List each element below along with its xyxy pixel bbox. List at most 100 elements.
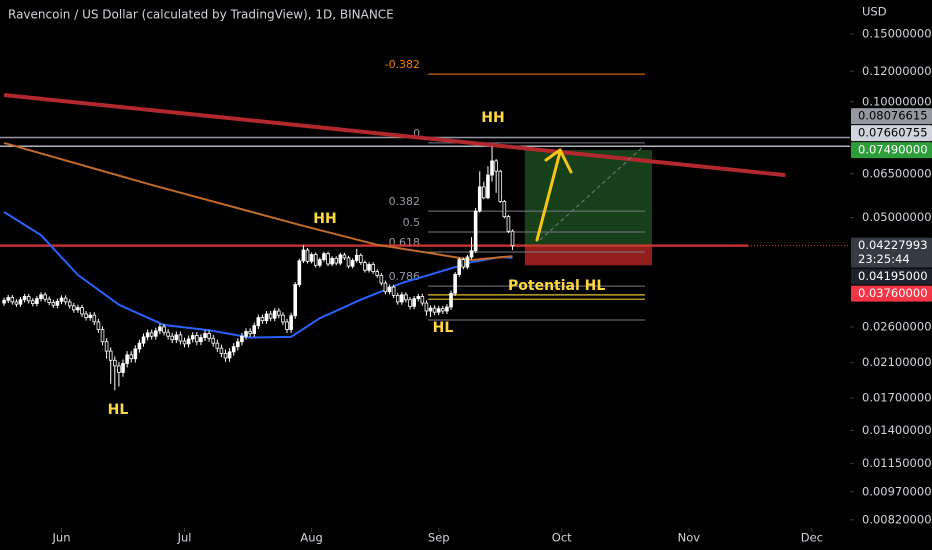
candle-body [272, 310, 277, 319]
candle-body [63, 297, 68, 303]
candle-body [227, 351, 232, 359]
trend-line [3, 93, 786, 178]
annotation: HL [108, 402, 129, 418]
candle-body [412, 298, 416, 307]
fib-label: 0.5 [403, 216, 421, 229]
candle-body [104, 341, 109, 352]
candle-body [379, 274, 384, 284]
candle-body [486, 174, 490, 199]
y-tick-label: 0.12000000 [862, 64, 932, 78]
candle-body [313, 254, 318, 266]
candle-body [88, 314, 93, 318]
annotation: HH [313, 211, 336, 227]
candle-body [244, 331, 248, 337]
candle-body [506, 216, 511, 232]
candle-body [18, 299, 23, 305]
candle-body [445, 306, 449, 312]
candle-body [342, 254, 347, 259]
candle-body [359, 254, 363, 264]
candle-body [490, 160, 494, 176]
candle-body [400, 294, 404, 303]
candle-body [2, 299, 6, 304]
candle-body [383, 282, 388, 293]
candle-body [129, 354, 134, 360]
candle-body [178, 334, 183, 342]
candle-body [96, 321, 101, 330]
candle-body [6, 297, 11, 301]
candle-body [84, 313, 88, 318]
annotation: HL [433, 320, 454, 336]
candle-body [92, 314, 97, 323]
candle-body [80, 307, 84, 315]
candle-body [432, 307, 437, 313]
candle-body [264, 313, 269, 322]
candle-body [170, 335, 175, 341]
candle-body [174, 334, 179, 341]
candle-body [408, 299, 412, 307]
candle-body [158, 326, 162, 332]
candle-body [14, 301, 19, 305]
candle-body [428, 307, 433, 312]
candle-body [350, 260, 355, 267]
stop-zone [524, 246, 652, 266]
candle-body [346, 257, 351, 267]
candle-body [10, 297, 15, 303]
candle-body [469, 250, 474, 258]
candle-body [256, 317, 261, 327]
price-box [851, 142, 932, 159]
candle-body [67, 301, 72, 307]
candle-body [293, 284, 298, 317]
candle-body [236, 341, 240, 348]
candle-body [72, 305, 76, 311]
candle-body [47, 298, 52, 303]
candle-body [465, 256, 470, 268]
candle-body [510, 230, 515, 247]
price-box-label: 0.07660755 [858, 126, 928, 140]
candle-body [326, 253, 330, 265]
candle-body [367, 263, 371, 271]
candle-body [297, 260, 302, 285]
candle-body [76, 307, 80, 311]
candle-body [494, 160, 498, 172]
candle-body [285, 321, 289, 330]
candle-body [301, 249, 306, 262]
candle-body [502, 200, 507, 218]
fib-label: 0.786 [389, 270, 421, 283]
candle-body [281, 314, 285, 323]
candle-body [334, 257, 339, 264]
candle-body [473, 210, 478, 252]
candle-body [240, 335, 244, 343]
moving-average [3, 141, 513, 262]
y-tick-label: 0.15000000 [862, 26, 932, 40]
projection-arrow [535, 148, 573, 242]
y-tick-label: 0.00820000 [862, 512, 932, 526]
candle-body [268, 313, 273, 319]
candle-body [182, 340, 187, 345]
candle-body [113, 359, 117, 367]
candle-body [309, 254, 314, 262]
y-tick-label: 0.02600000 [862, 319, 932, 333]
candle-body [117, 365, 121, 373]
candle-body [43, 294, 47, 300]
candle-body [215, 342, 220, 349]
candle-body [137, 342, 142, 350]
candle-body [162, 326, 166, 333]
price-box [851, 268, 932, 285]
candle-body [420, 296, 425, 304]
price-box-label: 0.04227993 [858, 238, 928, 252]
candle-body [416, 296, 421, 300]
candle-body [26, 296, 31, 302]
y-tick-label: 0.01150000 [862, 456, 932, 470]
y-tick-label: 0.01400000 [862, 423, 932, 437]
fib-label: 0 [413, 127, 420, 140]
candle-body [31, 300, 35, 304]
price-box-label: 0.07490000 [858, 143, 928, 157]
candle-body [190, 335, 195, 340]
annotation: HH [481, 110, 504, 126]
countdown: 23:25:44 [858, 252, 910, 266]
x-tick-label: Jul [177, 531, 192, 545]
candle-body [211, 337, 216, 344]
